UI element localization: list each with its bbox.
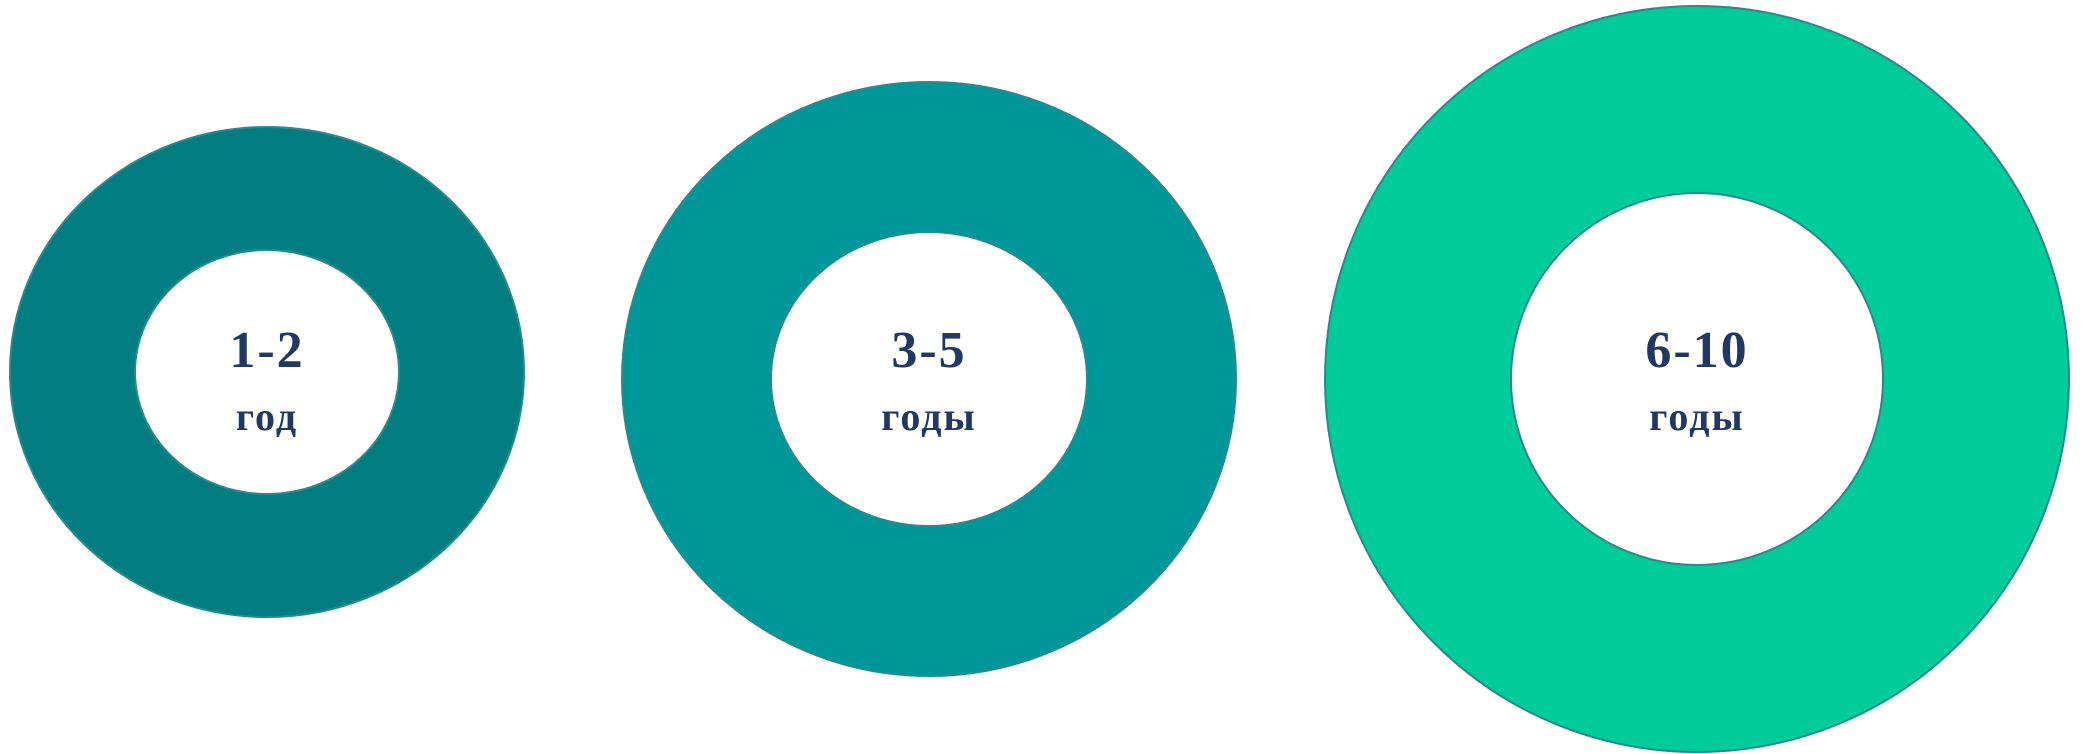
- ring-2: [621, 81, 1237, 677]
- ring-3-unit: годы: [1649, 394, 1745, 439]
- ring-2-unit: годы: [881, 394, 977, 439]
- ring-1-range: 1-2: [229, 322, 305, 379]
- ring-1-label: 1-2 год: [167, 325, 367, 437]
- ring-3: [1324, 5, 2070, 753]
- ring-2-hole: [770, 231, 1088, 527]
- ring-2-label: 3-5 годы: [829, 325, 1029, 437]
- ring-1-hole: [134, 249, 400, 495]
- ring-3-range: 6-10: [1645, 322, 1749, 379]
- ring-1-unit: год: [235, 394, 299, 439]
- ring-1: [9, 126, 525, 618]
- ring-3-label: 6-10 годы: [1597, 325, 1797, 437]
- ring-2-range: 3-5: [891, 322, 967, 379]
- ring-3-hole: [1510, 192, 1884, 566]
